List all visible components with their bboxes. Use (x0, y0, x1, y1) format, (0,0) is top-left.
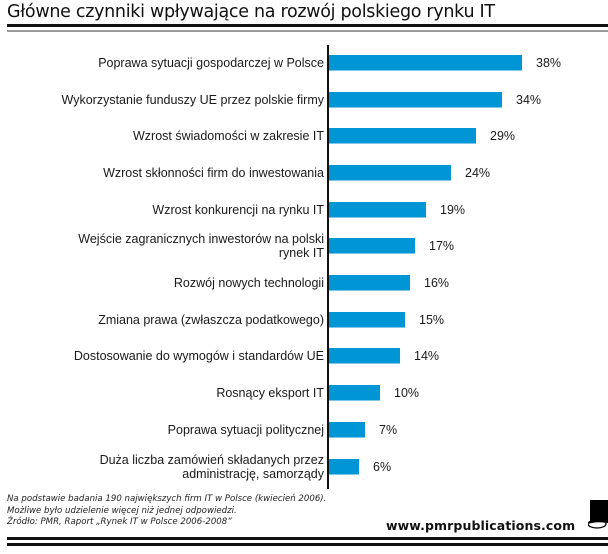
value-label: 17% (429, 239, 455, 253)
footnote-survey: Na podstawie badania 190 największych fi… (7, 494, 327, 504)
category-label: Duża liczba zamówień składanych przez adm… (100, 453, 324, 481)
bar (329, 385, 380, 401)
brand-url: www.pmrpublications.com (386, 518, 576, 533)
bar-row: Rosnący eksport IT 10% (0, 376, 608, 410)
chart-title: Główne czynniki wpływające na rozwój pol… (7, 2, 495, 22)
category-label-line: administrację, samorządy (182, 467, 324, 481)
title-divider-primary (7, 24, 608, 27)
category-label-line: Wykorzystanie funduszy UE przez polskie … (61, 93, 324, 107)
bar (329, 55, 522, 71)
bar-row: Rozwój nowych technologii 16% (0, 266, 608, 300)
footnote-source: Źródło: PMR, Raport „Rynek IT w Polsce 2… (7, 517, 232, 527)
value-label: 14% (414, 349, 440, 363)
category-label: Zmiana prawa (zwłaszcza podatkowego) (98, 313, 324, 327)
bar-row: Wejście zagranicznych inwestorów na pols… (0, 229, 608, 263)
bar-row: Zmiana prawa (zwłaszcza podatkowego) 15% (0, 303, 608, 337)
bar-row: Wykorzystanie funduszy UE przez polskie … (0, 83, 608, 117)
category-label-line: Duża liczba zamówień składanych przez (99, 453, 324, 467)
bar-row: Poprawa sytuacji politycznej 7% (0, 413, 608, 447)
value-label: 34% (516, 93, 542, 107)
value-label: 38% (536, 56, 562, 70)
bar (329, 165, 451, 181)
category-label-line: Poprawa sytuacji gospodarczej w Polsce (98, 56, 324, 70)
value-label: 24% (465, 166, 491, 180)
footnotes: Na podstawie badania 190 największych fi… (7, 494, 326, 529)
category-label-line: Dostosowanie do wymogów i standardów UE (73, 349, 324, 363)
category-label: Poprawa sytuacji gospodarczej w Polsce (98, 56, 324, 70)
value-label: 15% (419, 313, 445, 327)
category-label-line: Rosnący eksport IT (216, 386, 324, 400)
bar (329, 459, 359, 475)
bar-row: Dostosowanie do wymogów i standardów UE 1… (0, 339, 608, 373)
category-label: Dostosowanie do wymogów i standardów UE (74, 349, 324, 363)
bar (329, 422, 365, 438)
value-label: 29% (490, 129, 516, 143)
bar (329, 128, 476, 144)
bar-row: Poprawa sytuacji gospodarczej w Polsce 38… (0, 46, 608, 80)
bar (329, 92, 502, 108)
category-label-line: Rozwój nowych technologii (173, 276, 324, 290)
pmr-logo-icon (588, 500, 608, 529)
category-label: Wejście zagranicznych inwestorów na pols… (78, 232, 324, 260)
category-label: Wzrost konkurencji na rynku IT (152, 203, 324, 217)
category-label-line: rynek IT (278, 246, 324, 260)
value-label: 10% (394, 386, 420, 400)
category-label: Wykorzystanie funduszy UE przez polskie … (62, 93, 324, 107)
bar-row: Duża liczba zamówień składanych przez adm… (0, 450, 608, 484)
footer-divider-bottom (7, 543, 608, 546)
value-label: 19% (440, 203, 466, 217)
value-label: 6% (373, 460, 392, 474)
bar-row: Wzrost konkurencji na rynku IT 19% (0, 193, 608, 227)
value-label: 7% (379, 423, 398, 437)
bar (329, 312, 405, 328)
category-label-line: Wzrost świadomości w zakresie IT (132, 129, 324, 143)
bar (329, 275, 410, 291)
bar (329, 348, 400, 364)
category-label: Wzrost skłonności firm do inwestowania (103, 166, 324, 180)
category-label: Wzrost świadomości w zakresie IT (133, 129, 324, 143)
bar-row: Wzrost skłonności firm do inwestowania 24… (0, 156, 608, 190)
category-label-line: Wzrost skłonności firm do inwestowania (103, 166, 324, 180)
category-label-line: Zmiana prawa (zwłaszcza podatkowego) (98, 313, 324, 327)
category-label-line: Wejście zagranicznych inwestorów na pols… (78, 232, 324, 246)
value-label: 16% (424, 276, 450, 290)
y-axis-line (327, 45, 329, 489)
title-divider-secondary (7, 30, 608, 32)
category-label-line: Wzrost konkurencji na rynku IT (152, 203, 324, 217)
bar (329, 202, 426, 218)
footer-divider-top (7, 537, 608, 540)
bar-row: Wzrost świadomości w zakresie IT 29% (0, 119, 608, 153)
category-label-line: Poprawa sytuacji politycznej (167, 423, 324, 437)
footnote-multiple-answers: Możliwe było udzielenie więcej niż jedne… (7, 505, 237, 516)
bar (329, 238, 415, 254)
category-label: Rozwój nowych technologii (174, 276, 324, 290)
category-label: Rosnący eksport IT (216, 386, 324, 400)
category-label: Poprawa sytuacji politycznej (168, 423, 324, 437)
